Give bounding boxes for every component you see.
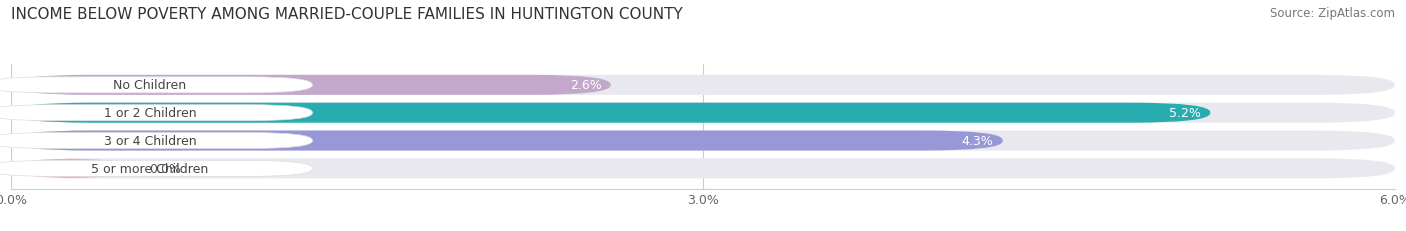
FancyBboxPatch shape: [0, 77, 312, 94]
Text: 0.0%: 0.0%: [149, 162, 181, 175]
FancyBboxPatch shape: [11, 159, 1395, 179]
FancyBboxPatch shape: [0, 105, 312, 121]
FancyBboxPatch shape: [0, 161, 312, 177]
Text: 1 or 2 Children: 1 or 2 Children: [104, 107, 197, 120]
FancyBboxPatch shape: [11, 103, 1211, 123]
Text: INCOME BELOW POVERTY AMONG MARRIED-COUPLE FAMILIES IN HUNTINGTON COUNTY: INCOME BELOW POVERTY AMONG MARRIED-COUPL…: [11, 7, 683, 22]
Text: 5.2%: 5.2%: [1170, 107, 1201, 120]
FancyBboxPatch shape: [11, 76, 1395, 95]
FancyBboxPatch shape: [0, 133, 312, 149]
FancyBboxPatch shape: [11, 131, 1002, 151]
Text: Source: ZipAtlas.com: Source: ZipAtlas.com: [1270, 7, 1395, 20]
FancyBboxPatch shape: [11, 103, 1395, 123]
Text: 2.6%: 2.6%: [569, 79, 602, 92]
FancyBboxPatch shape: [11, 131, 1395, 151]
FancyBboxPatch shape: [11, 76, 610, 95]
FancyBboxPatch shape: [11, 159, 131, 179]
Text: 3 or 4 Children: 3 or 4 Children: [104, 134, 197, 147]
Text: 4.3%: 4.3%: [962, 134, 994, 147]
Text: No Children: No Children: [114, 79, 187, 92]
Text: 5 or more Children: 5 or more Children: [91, 162, 208, 175]
